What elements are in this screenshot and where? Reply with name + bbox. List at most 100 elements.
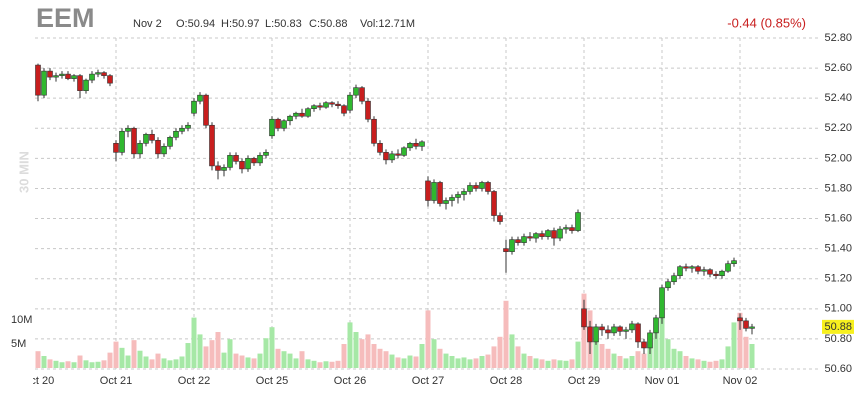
candle-body — [461, 191, 467, 195]
candle-body — [671, 275, 677, 283]
volume-bar — [107, 352, 113, 368]
volume-bar — [467, 359, 473, 368]
volume-bar — [305, 359, 311, 368]
volume-bar — [209, 340, 215, 368]
candle-body — [221, 167, 227, 171]
volume-bar — [641, 353, 647, 368]
volume-tick-label: 10M — [11, 314, 32, 326]
volume-bar — [653, 324, 659, 368]
candle-body — [569, 227, 575, 231]
candle-body — [587, 326, 593, 343]
volume-bar — [353, 332, 359, 368]
volume-bar — [389, 354, 395, 368]
period-label: 30 MIN — [16, 151, 31, 193]
volume-bar — [665, 339, 671, 368]
candle-body — [341, 105, 347, 114]
header-low: L:50.83 — [265, 18, 302, 30]
candle-body — [41, 70, 47, 96]
y-tick-label: 51.80 — [824, 182, 852, 194]
candle-body — [143, 133, 149, 144]
candle-body — [677, 266, 683, 277]
volume-bar — [155, 353, 161, 368]
candle-body — [329, 102, 335, 105]
volume-bar — [437, 348, 443, 368]
volume-bar — [251, 358, 257, 368]
candle-body — [695, 266, 701, 272]
volume-bar — [263, 338, 269, 368]
candle-body — [335, 103, 341, 107]
volume-bar — [143, 356, 149, 368]
candle-body — [353, 87, 359, 96]
volume-bar — [65, 361, 71, 368]
volume-bar — [323, 361, 329, 368]
y-tick-label: 52.00 — [824, 152, 852, 164]
volume-bar — [473, 358, 479, 368]
y-tick-label: 50.60 — [824, 363, 852, 375]
candle-body — [659, 287, 665, 319]
y-tick-label: 51.40 — [824, 243, 852, 255]
volume-bar — [539, 359, 545, 368]
candle-body — [305, 108, 311, 117]
candle-body — [299, 112, 305, 117]
volume-bar — [743, 336, 749, 368]
volume-bar — [581, 293, 587, 368]
candle-body — [203, 94, 209, 126]
volume-bar — [293, 358, 299, 368]
candle-body — [611, 326, 617, 334]
x-axis: Oct 20 Oct 21 Oct 22 Oct 25 Oct 26 Oct 27 Oct … — [33, 375, 758, 387]
candle-body — [179, 127, 185, 132]
volume-bar — [401, 358, 407, 368]
volume-bar — [95, 361, 101, 368]
volume-bar — [635, 351, 641, 368]
candle-body — [557, 228, 563, 239]
x-tick-label: Nov 01 — [645, 375, 680, 387]
volume-bar — [695, 359, 701, 368]
candle-body — [263, 152, 269, 156]
volume-bar — [563, 360, 569, 368]
candle-body — [71, 75, 77, 79]
candle-body — [425, 180, 431, 201]
candle-body — [713, 273, 719, 277]
candle-body — [623, 329, 629, 332]
volume-bar — [533, 358, 539, 368]
volume-bar — [545, 360, 551, 368]
candle-body — [503, 248, 509, 252]
volume-bar — [149, 359, 155, 368]
candle-body — [293, 112, 299, 117]
x-tick-label: Oct 22 — [178, 375, 210, 387]
volume-bar — [203, 346, 209, 368]
candle-body — [65, 73, 71, 79]
candle-body — [575, 212, 581, 231]
volume-bar — [731, 322, 737, 368]
candle-body — [77, 75, 83, 91]
candle-body — [617, 326, 623, 332]
header-high: H:50.97 — [221, 18, 260, 30]
candle-body — [233, 155, 239, 162]
volume-bar — [335, 360, 341, 368]
y-tick-label: 51.00 — [824, 303, 852, 315]
volume-bar — [59, 362, 65, 368]
candle-body — [593, 326, 599, 343]
x-tick-label: Nov 02 — [723, 375, 758, 387]
candle-body — [653, 317, 659, 334]
volume-bar — [371, 344, 377, 368]
candle-body — [683, 266, 689, 269]
candle-body — [281, 120, 287, 129]
candle-body — [689, 266, 695, 269]
candle-body — [725, 263, 731, 272]
volume-bar — [617, 356, 623, 368]
candle-body — [743, 320, 749, 329]
volume-bar — [377, 348, 383, 368]
volume-bar — [395, 357, 401, 368]
volume-bar — [191, 317, 197, 368]
candle-body — [401, 147, 407, 156]
volume-bar — [659, 308, 665, 368]
candle-body — [365, 100, 371, 120]
volume-bar — [515, 346, 521, 368]
candle-body — [275, 118, 281, 129]
candle-body — [497, 215, 503, 222]
x-tick-label: Oct 26 — [334, 375, 366, 387]
candle-body — [467, 185, 473, 192]
candle-body — [53, 75, 59, 78]
candle-body — [173, 130, 179, 138]
